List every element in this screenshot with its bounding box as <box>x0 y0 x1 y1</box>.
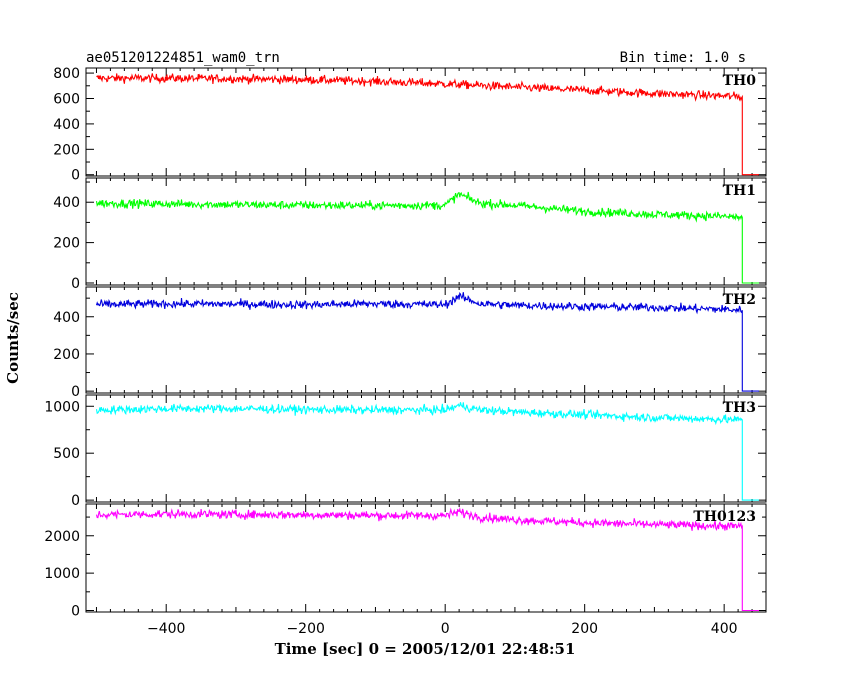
panel-label: TH0123 <box>693 509 756 525</box>
y-tick-label: 400 <box>53 195 80 211</box>
y-tick-label: 0 <box>71 276 80 292</box>
y-tick-label: 2000 <box>44 529 80 545</box>
y-tick-label: 1000 <box>44 399 80 415</box>
panel-label: TH3 <box>723 400 756 416</box>
series-line-th0 <box>96 73 759 176</box>
series-line-th1 <box>95 191 759 284</box>
series-line-th0123 <box>95 506 759 612</box>
panel-label: TH2 <box>723 292 756 308</box>
x-tick-labels: −400 −200 0 200 400 <box>147 621 738 637</box>
y-tick-label: 200 <box>53 347 80 363</box>
panel-th0: 0 200 400 600 800 TH0 <box>53 66 767 184</box>
y-tick-label: 0 <box>71 604 80 620</box>
panel-label: TH0 <box>723 73 757 89</box>
y-tick-label: 600 <box>53 91 80 107</box>
y-tick-label: 200 <box>53 236 80 252</box>
x-tick-label: −400 <box>147 621 185 637</box>
y-axis-label: Counts/sec <box>4 292 22 384</box>
panel-th2: 0 200 400 TH2 <box>53 286 767 400</box>
panel-frame <box>85 67 767 177</box>
y-tick-label: 800 <box>53 66 80 82</box>
x-tick-label: 400 <box>711 621 738 637</box>
y-tick-label: 0 <box>71 493 80 509</box>
x-tick-label: 0 <box>441 621 450 637</box>
panel-frame <box>85 394 767 503</box>
series-line-th3 <box>95 402 759 501</box>
panel-frame <box>85 503 767 613</box>
panel-th1: 0 200 400 TH1 <box>53 177 767 292</box>
x-tick-label: 200 <box>571 621 598 637</box>
y-tick-label: 0 <box>71 168 80 184</box>
panel-label: TH1 <box>723 183 756 199</box>
panel-th3: 0 500 1000 TH3 <box>44 394 767 509</box>
y-tick-label: 400 <box>53 117 80 133</box>
chart-title: ae051201224851_wam0_trn <box>86 50 280 66</box>
panel-frame <box>85 286 767 394</box>
bin-time-label: Bin time: 1.0 s <box>620 50 746 66</box>
panel-th0123: 0 1000 2000 TH0123 <box>44 503 767 620</box>
x-tick-label: −200 <box>286 621 324 637</box>
y-tick-label: 1000 <box>44 566 80 582</box>
y-tick-label: 500 <box>53 446 80 462</box>
y-tick-label: 400 <box>53 310 80 326</box>
y-tick-label: 200 <box>53 142 80 158</box>
panel-frame <box>85 177 767 286</box>
y-tick-label: 0 <box>71 384 80 400</box>
series-line-th2 <box>95 291 759 392</box>
panels-group: 0 200 400 600 800 TH0 0 200 400 TH1 0 200 400 TH2 0 500… <box>44 66 767 620</box>
x-axis-label: Time [sec] 0 = 2005/12/01 22:48:51 <box>275 640 576 658</box>
